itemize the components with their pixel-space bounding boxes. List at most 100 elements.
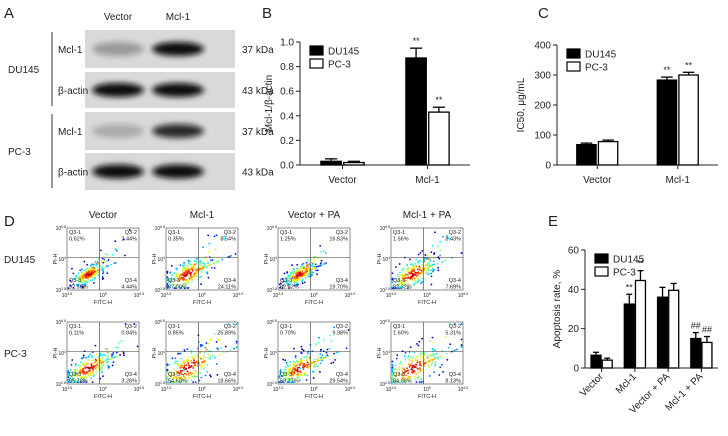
tick-exponent: 6.5 <box>463 386 468 390</box>
event-dot <box>75 284 78 286</box>
x-axis-label: FITC-H <box>193 300 211 306</box>
tick-exponent: 4 <box>64 256 66 260</box>
x-axis-label: FITC-H <box>94 300 112 306</box>
event-dot <box>433 263 436 266</box>
event-dot <box>67 379 70 382</box>
event-dot <box>418 361 421 363</box>
event-dot <box>196 347 199 350</box>
tick-base: 10 <box>382 257 388 263</box>
event-dot <box>166 377 169 380</box>
column-label: Vector <box>89 210 118 221</box>
event-dot <box>423 362 426 365</box>
event-dot <box>167 373 170 376</box>
event-dot <box>182 375 185 378</box>
event-dot <box>190 359 192 362</box>
event-dot <box>200 376 203 379</box>
event-dot <box>317 359 320 362</box>
event-dot <box>84 269 87 272</box>
event-dot <box>287 372 290 375</box>
event-dot <box>213 267 216 269</box>
event-dot <box>412 266 414 269</box>
event-dot <box>180 371 182 374</box>
event-dot <box>299 370 302 373</box>
quadrant-percent: 62.52% <box>280 285 299 291</box>
event-dot <box>421 280 424 283</box>
bar <box>678 74 699 166</box>
event-dot <box>96 266 99 269</box>
event-dot <box>116 249 118 252</box>
event-dot <box>177 372 180 374</box>
event-dot <box>291 369 294 372</box>
event-dot <box>77 283 80 285</box>
event-dot <box>313 259 316 261</box>
event-dot <box>427 354 429 357</box>
event-dot <box>426 356 429 359</box>
event-dot <box>279 286 281 289</box>
protein-label: β-actin <box>58 86 88 97</box>
event-dot <box>102 375 104 377</box>
bar <box>623 303 635 369</box>
event-dot <box>409 346 412 349</box>
tick-base: 10 <box>386 293 392 299</box>
quadrant-name: Q3-3 <box>280 372 292 378</box>
event-dot <box>307 275 310 278</box>
event-dot <box>289 361 292 364</box>
event-dot <box>289 281 292 284</box>
quadrant-name: Q3-4 <box>125 278 137 284</box>
event-dot <box>76 372 78 375</box>
y-tick-label: 0.6 <box>280 87 294 98</box>
bar <box>690 337 702 369</box>
event-dot <box>414 262 417 265</box>
quadrant-percent: 95.78% <box>69 379 88 385</box>
event-dot <box>334 359 336 361</box>
axis-tick-label: 106.5 <box>345 386 355 393</box>
event-dot <box>398 366 401 368</box>
event-dot <box>71 359 74 361</box>
event-dot <box>296 366 299 369</box>
event-dot <box>411 277 413 280</box>
event-dot <box>305 379 308 381</box>
event-dot <box>404 378 407 381</box>
axis-tick-label: 106.5 <box>233 386 243 393</box>
event-dot <box>301 352 303 355</box>
event-dot <box>181 369 183 372</box>
event-dot <box>166 363 169 366</box>
event-dot <box>284 368 287 371</box>
tick-exponent: 6.8 <box>61 319 66 323</box>
event-dot <box>278 283 281 286</box>
event-dot <box>319 262 322 265</box>
event-dot <box>101 260 103 263</box>
event-dot <box>305 270 308 273</box>
tick-exponent: 5 <box>429 386 431 390</box>
event-dot <box>423 354 426 357</box>
event-dot <box>97 258 100 261</box>
event-dot <box>211 354 214 357</box>
tick-exponent: 5 <box>429 292 431 296</box>
row-label: DU145 <box>4 255 36 266</box>
group-label: PC-3 <box>8 147 31 158</box>
event-dot <box>439 249 442 252</box>
event-dot <box>437 356 439 358</box>
event-dot <box>421 356 424 359</box>
event-dot <box>74 379 77 381</box>
event-dot <box>101 356 104 359</box>
event-dot <box>182 369 185 372</box>
event-dot <box>92 263 95 266</box>
event-dot <box>78 372 81 374</box>
event-dot <box>325 351 328 354</box>
quadrant-name: Q3-3 <box>69 278 81 284</box>
event-dot <box>91 351 94 353</box>
event-dot <box>187 362 190 365</box>
significance-mark: ## <box>691 321 701 331</box>
event-dot <box>171 357 174 360</box>
event-dot <box>82 363 85 366</box>
event-dot <box>113 262 116 265</box>
event-dot <box>172 278 174 281</box>
event-dot <box>409 271 411 274</box>
y-tick-label: 40 <box>568 285 580 296</box>
event-dot <box>210 337 212 340</box>
event-dot <box>424 361 427 364</box>
event-dot <box>395 287 398 290</box>
event-dot <box>77 379 79 381</box>
event-dot <box>285 378 288 380</box>
